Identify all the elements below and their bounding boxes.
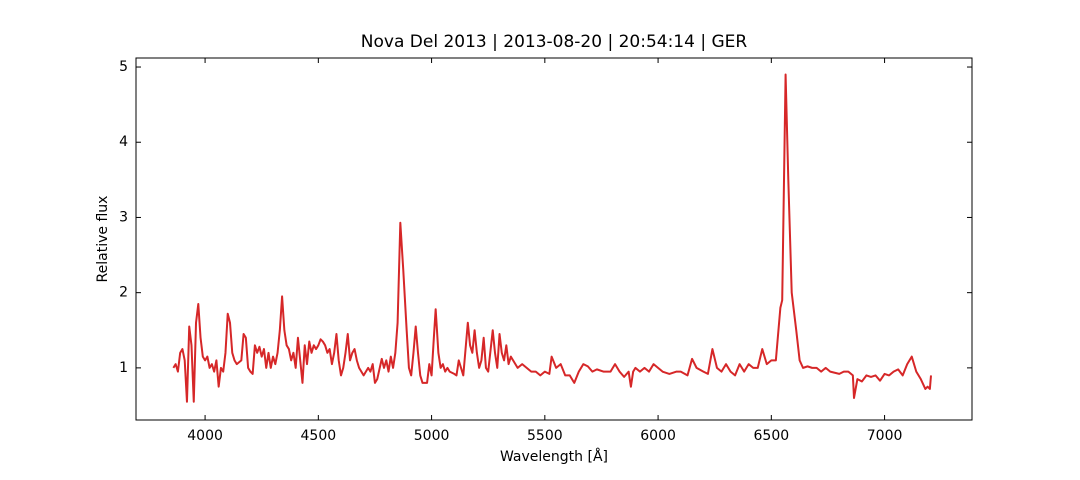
- y-axis-label: Relative flux: [95, 196, 111, 283]
- y-tick-label: 2: [119, 285, 128, 301]
- x-tick-label: 4000: [187, 428, 223, 444]
- chart-title: Nova Del 2013 | 2013-08-20 | 20:54:14 | …: [361, 32, 748, 52]
- plot-frame: [135, 57, 973, 421]
- y-tick-label: 3: [119, 209, 128, 225]
- x-tick-label: 5500: [527, 428, 563, 444]
- x-tick-label: 6500: [754, 428, 790, 444]
- x-axis-label: Wavelength [Å]: [500, 448, 608, 465]
- x-tick-label: 5000: [414, 428, 450, 444]
- y-tick-label: 4: [119, 134, 128, 150]
- y-tick-label: 1: [119, 360, 128, 376]
- x-tick-label: 6000: [640, 428, 676, 444]
- x-tick-label: 7000: [867, 428, 903, 444]
- spectrum-line: [172, 73, 932, 403]
- y-tick-label: 5: [119, 59, 128, 75]
- x-tick-label: 4500: [301, 428, 337, 444]
